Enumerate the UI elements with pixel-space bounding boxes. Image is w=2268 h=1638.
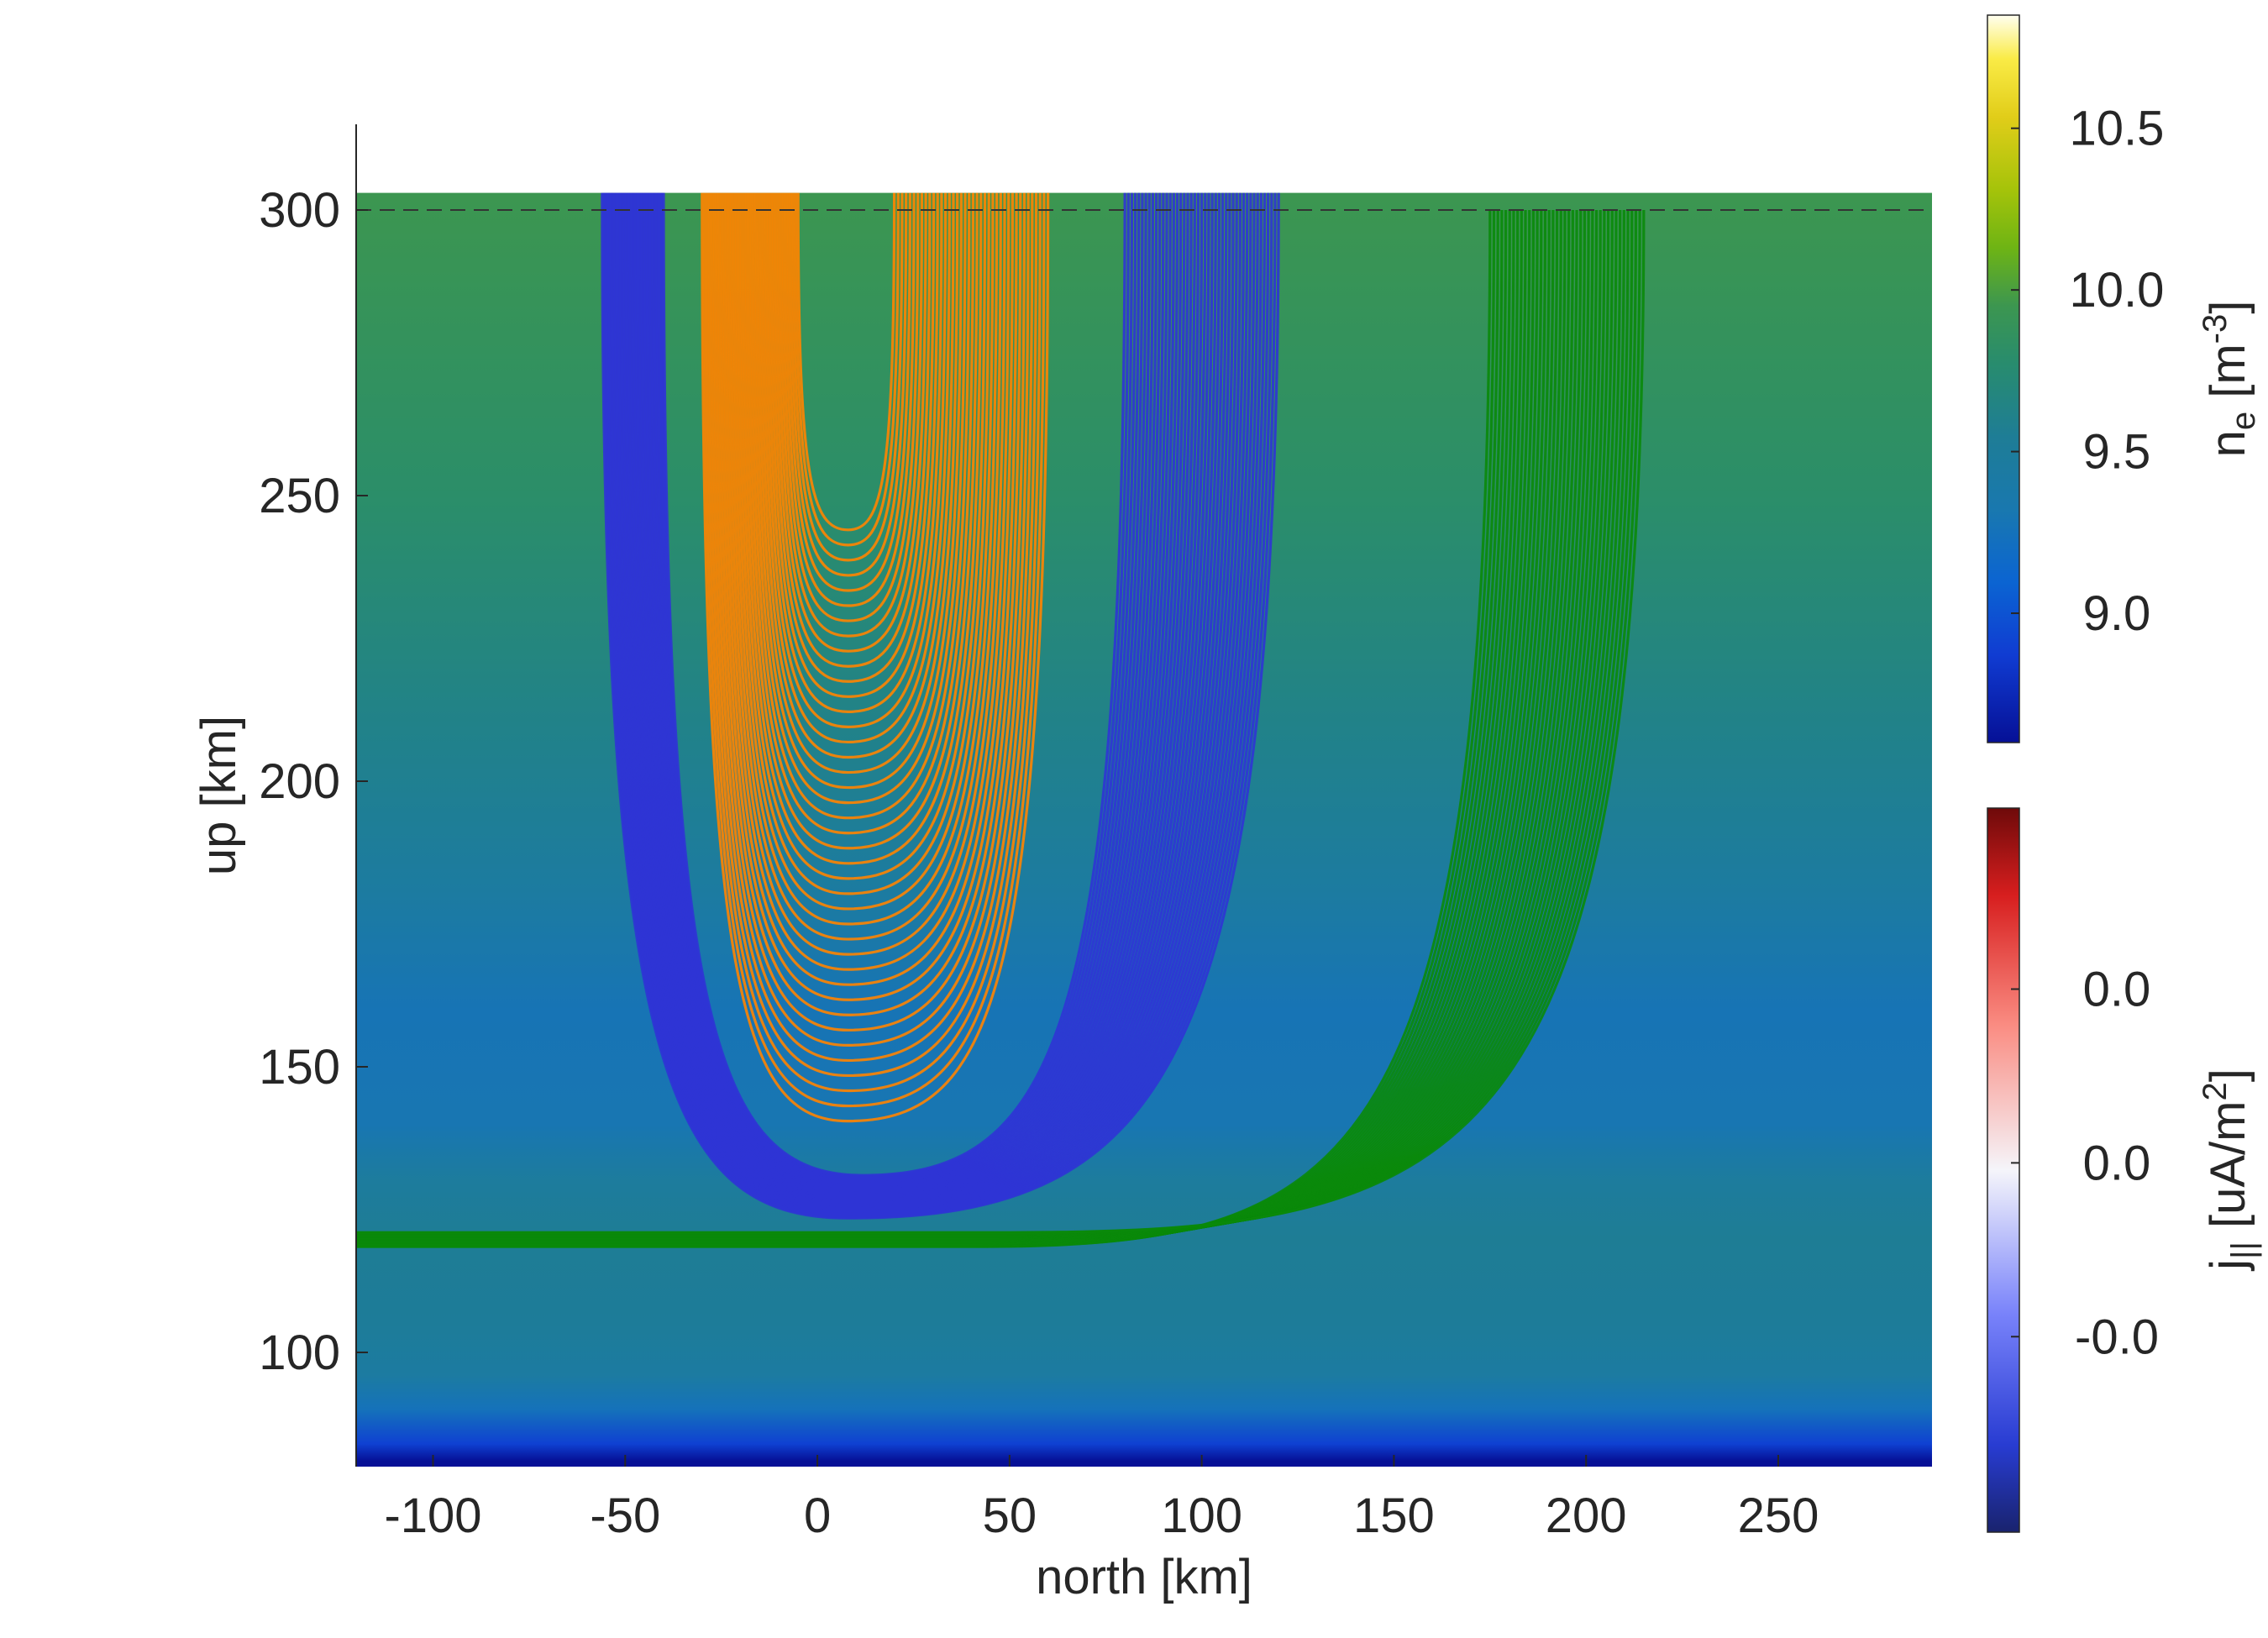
x-tick-label: 50 <box>983 1488 1037 1543</box>
field-line <box>759 192 955 759</box>
y-axis-ticks: 100 150 200 250 300 <box>259 183 368 1380</box>
field-line <box>727 192 1006 956</box>
field-line <box>762 192 951 744</box>
colorbar-j-tick-label: -0.0 <box>2075 1310 2159 1364</box>
x-axis-label: north [km] <box>1036 1550 1252 1604</box>
field-line <box>757 192 959 774</box>
x-tick-label: 200 <box>1546 1488 1627 1543</box>
field-line <box>774 192 932 668</box>
x-tick-label: 150 <box>1353 1488 1435 1543</box>
field-line <box>722 192 1014 986</box>
field-line <box>662 192 1126 1177</box>
field-line <box>356 209 1646 1234</box>
field-line <box>715 192 1026 1032</box>
field-line <box>743 192 983 865</box>
y-tick-label: 100 <box>259 1326 340 1380</box>
field-line <box>767 192 943 713</box>
field-line <box>717 192 1022 1016</box>
field-line <box>738 192 990 895</box>
y-tick-label: 150 <box>259 1040 340 1095</box>
field-line <box>764 192 948 729</box>
y-tick-label: 250 <box>259 469 340 523</box>
field-line <box>786 192 911 592</box>
field-line <box>745 192 979 850</box>
x-tick-label: -50 <box>590 1488 660 1543</box>
field-line-series-3 <box>356 209 1646 1248</box>
field-line <box>784 192 916 607</box>
field-line-series-2 <box>701 192 1050 1123</box>
field-line <box>747 192 975 835</box>
field-line <box>780 192 924 638</box>
colorbar-ne-ticks: 9.0 9.5 10.0 10.5 <box>2011 102 2164 641</box>
field-line <box>730 192 1002 941</box>
field-line <box>749 192 971 820</box>
y-tick-label: 200 <box>259 754 340 809</box>
field-line <box>796 192 896 532</box>
field-line <box>703 192 1046 1108</box>
field-line <box>701 192 1050 1123</box>
field-line <box>772 192 936 683</box>
field-line <box>735 192 995 911</box>
field-line <box>725 192 1011 971</box>
colorbar-j-label: j|| [uA/m2] <box>2197 1068 2262 1272</box>
field-line <box>712 192 1030 1047</box>
x-tick-label: 100 <box>1161 1488 1242 1543</box>
colorbar-ne-tick-label: 9.5 <box>2083 425 2151 480</box>
y-tick-label: 300 <box>259 183 340 238</box>
colorbar-ne-tick-label: 10.5 <box>2070 102 2165 156</box>
colorbar-j-gradient <box>1987 807 2020 1533</box>
x-tick-label: 250 <box>1738 1488 1819 1543</box>
field-line <box>732 192 999 926</box>
colorbar-j: -0.0 0.0 0.0 j|| [uA/m2] <box>1987 807 2262 1533</box>
field-line <box>777 192 927 653</box>
y-axis-label: up [km] <box>192 716 246 875</box>
field-line <box>754 192 963 790</box>
field-line <box>710 192 1034 1063</box>
colorbar-j-ticks: -0.0 0.0 0.0 <box>2011 963 2159 1364</box>
field-line <box>706 192 1042 1093</box>
colorbar-j-tick-label: 0.0 <box>2083 963 2151 1017</box>
colorbar-ne-label: ne [m-3] <box>2197 301 2262 458</box>
field-lines <box>356 192 1646 1248</box>
x-axis-ticks: -100 -50 0 50 100 150 200 250 <box>384 1455 1819 1543</box>
field-line <box>708 192 1038 1078</box>
field-line <box>752 192 967 805</box>
field-line <box>794 192 900 547</box>
field-line <box>781 192 920 622</box>
colorbar-ne-tick-label: 10.0 <box>2070 263 2165 318</box>
field-line <box>769 192 939 698</box>
colorbar-ne-tick-label: 9.0 <box>2083 586 2151 641</box>
field-line <box>720 192 1018 1001</box>
field-line-series-1 <box>601 192 1280 1220</box>
x-tick-label: 0 <box>804 1488 831 1543</box>
x-tick-label: -100 <box>384 1488 481 1543</box>
field-line <box>740 192 987 880</box>
field-line <box>789 192 908 577</box>
colorbar-j-tick-label: 0.0 <box>2083 1136 2151 1190</box>
colorbar-ne-gradient <box>1987 14 2020 743</box>
field-line <box>791 192 904 562</box>
colorbar-ne: 9.0 9.5 10.0 10.5 ne [m-3] <box>1987 14 2262 743</box>
